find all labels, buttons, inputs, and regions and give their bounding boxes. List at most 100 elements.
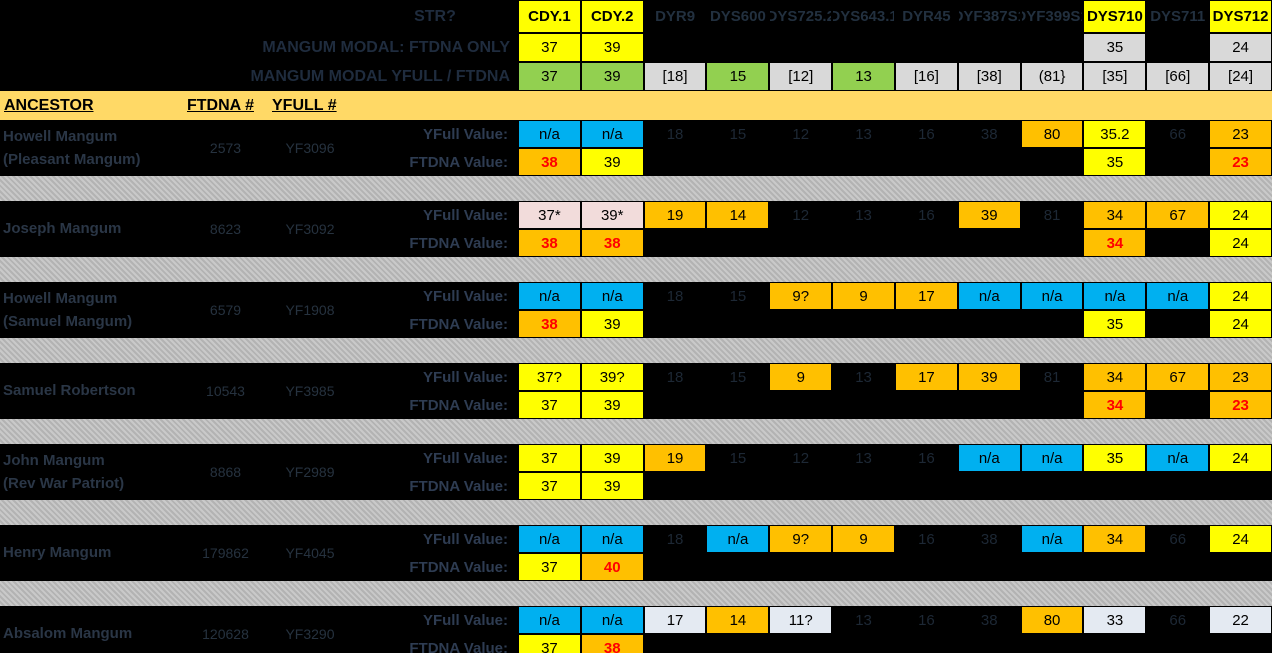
yfull-value-cell[interactable]: n/a xyxy=(1020,282,1084,310)
column-header-cell[interactable]: DYF387S1 xyxy=(959,8,1020,25)
ftdna-value-cell[interactable] xyxy=(958,229,1021,257)
ftdna-value-cell[interactable] xyxy=(769,553,832,581)
ftdna-value-cell[interactable] xyxy=(895,634,958,653)
ancestor-name-cell[interactable]: Howell Mangum (Samuel Mangum) xyxy=(0,282,183,338)
yfull-value-cell[interactable]: n/a xyxy=(957,282,1021,310)
modal-ftdna-cell[interactable] xyxy=(895,33,958,62)
yfull-value-cell[interactable]: 13 xyxy=(855,449,872,467)
ftdna-value-cell[interactable] xyxy=(706,391,769,419)
yfull-value-cell[interactable]: 17 xyxy=(894,363,958,391)
yfull-value-cell[interactable]: 35 xyxy=(1083,444,1147,472)
ftdna-value-cell[interactable] xyxy=(1209,634,1272,653)
yfull-value-cell[interactable]: n/a xyxy=(1083,282,1147,310)
ftdna-value-cell[interactable]: 23 xyxy=(1209,148,1272,176)
yfull-value-cell[interactable]: 12 xyxy=(792,206,810,224)
yfull-value-cell[interactable]: 15 xyxy=(729,449,747,467)
ftdna-value-cell[interactable] xyxy=(832,553,895,581)
ftdna-value-cell[interactable] xyxy=(1021,148,1084,176)
yfull-value-cell[interactable]: 23 xyxy=(1209,363,1272,391)
ftdna-value-cell[interactable]: 40 xyxy=(580,553,644,581)
yfull-value-cell[interactable]: n/a xyxy=(1146,282,1210,310)
yfull-value-cell[interactable]: 33 xyxy=(1083,606,1147,634)
ftdna-value-cell[interactable]: 38 xyxy=(580,634,644,653)
ftdna-value-cell[interactable] xyxy=(1146,553,1209,581)
ftdna-value-cell[interactable] xyxy=(706,229,769,257)
ftdna-kit-number[interactable]: 120628 xyxy=(202,626,249,642)
modal-combined-cell[interactable]: [16] xyxy=(894,62,958,91)
ftdna-value-cell[interactable] xyxy=(769,229,832,257)
modal-ftdna-cell[interactable] xyxy=(1021,33,1084,62)
ftdna-value-cell[interactable] xyxy=(1083,634,1146,653)
ftdna-kit-number[interactable]: 179862 xyxy=(202,545,249,561)
ftdna-kit-number[interactable]: 8623 xyxy=(209,221,242,237)
ftdna-value-cell[interactable]: 24 xyxy=(1209,229,1272,257)
ftdna-value-cell[interactable] xyxy=(644,310,707,338)
yfull-value-cell[interactable]: n/a xyxy=(1020,444,1084,472)
column-header-cell[interactable]: CDY.2 xyxy=(580,0,644,33)
modal-combined-cell[interactable]: [66] xyxy=(1146,62,1210,91)
column-header-cell[interactable]: DYS710 xyxy=(1083,0,1147,33)
yfull-id-number[interactable]: YF4045 xyxy=(285,545,335,561)
yfull-value-cell[interactable]: 15 xyxy=(729,368,747,386)
yfull-value-cell[interactable]: 23 xyxy=(1209,120,1272,148)
ancestor-name-cell[interactable]: Joseph Mangum xyxy=(0,201,183,257)
column-header-cell[interactable]: DYS712 xyxy=(1209,0,1272,33)
yfull-value-cell[interactable]: 9 xyxy=(769,363,833,391)
yfull-value-cell[interactable]: 19 xyxy=(643,444,707,472)
ftdna-value-cell[interactable] xyxy=(958,310,1021,338)
ftdna-value-cell[interactable]: 38 xyxy=(518,229,581,257)
yfull-value-cell[interactable]: 9 xyxy=(832,282,895,310)
column-header-cell[interactable]: DYS600 xyxy=(709,8,766,25)
ftdna-kit-number[interactable]: 6579 xyxy=(209,302,242,318)
yfull-id-number[interactable]: YF3096 xyxy=(285,140,335,156)
ftdna-value-cell[interactable]: 34 xyxy=(1083,391,1147,419)
yfull-value-cell[interactable]: n/a xyxy=(518,282,581,310)
ftdna-value-cell[interactable] xyxy=(832,229,895,257)
yfull-value-cell[interactable]: n/a xyxy=(580,606,644,634)
yfull-value-cell[interactable]: 38 xyxy=(980,125,998,143)
ftdna-value-cell[interactable]: 35 xyxy=(1083,148,1147,176)
modal-combined-cell[interactable]: [18] xyxy=(643,62,707,91)
modal-ftdna-cell[interactable] xyxy=(644,33,707,62)
yfull-value-cell[interactable]: 13 xyxy=(855,611,872,629)
column-header-cell[interactable]: DYF399S1 xyxy=(1022,8,1083,25)
ftdna-value-cell[interactable] xyxy=(769,391,832,419)
yfull-id-number[interactable]: YF2989 xyxy=(285,464,335,480)
yfull-value-cell[interactable]: 24 xyxy=(1209,201,1272,229)
modal-ftdna-cell[interactable]: 37 xyxy=(518,33,581,62)
ftdna-kit-number[interactable]: 10543 xyxy=(206,383,245,399)
ftdna-value-cell[interactable] xyxy=(644,553,707,581)
yfull-value-cell[interactable]: n/a xyxy=(1146,444,1210,472)
yfull-value-cell[interactable]: 39? xyxy=(580,363,644,391)
modal-combined-cell[interactable]: [12] xyxy=(769,62,833,91)
yfull-value-cell[interactable]: 22 xyxy=(1209,606,1272,634)
ftdna-value-cell[interactable] xyxy=(958,553,1021,581)
yfull-value-cell[interactable]: 39 xyxy=(580,444,644,472)
yfull-value-cell[interactable]: 17 xyxy=(894,282,958,310)
ftdna-value-cell[interactable]: 39 xyxy=(580,391,644,419)
yfull-value-cell[interactable]: 9? xyxy=(769,282,833,310)
ftdna-value-cell[interactable] xyxy=(644,391,707,419)
ftdna-value-cell[interactable]: 34 xyxy=(1083,229,1147,257)
yfull-value-cell[interactable]: 67 xyxy=(1146,201,1210,229)
ftdna-value-cell[interactable] xyxy=(769,472,832,500)
modal-ftdna-cell[interactable]: 35 xyxy=(1083,33,1147,62)
yfull-value-cell[interactable]: 11? xyxy=(769,606,833,634)
modal-combined-cell[interactable]: [35] xyxy=(1083,62,1147,91)
modal-ftdna-cell[interactable] xyxy=(958,33,1021,62)
modal-ftdna-cell[interactable] xyxy=(1146,33,1209,62)
ftdna-value-cell[interactable] xyxy=(1021,634,1084,653)
yfull-value-cell[interactable]: 66 xyxy=(1169,611,1187,629)
ftdna-value-cell[interactable] xyxy=(832,634,895,653)
yfull-value-cell[interactable]: 66 xyxy=(1169,530,1187,548)
yfull-value-cell[interactable]: 34 xyxy=(1083,201,1147,229)
yfull-value-cell[interactable]: 38 xyxy=(980,530,998,548)
yfull-value-cell[interactable]: n/a xyxy=(1020,525,1084,553)
ancestor-name-cell[interactable]: John Mangum (Rev War Patriot) xyxy=(0,444,183,500)
ftdna-value-cell[interactable] xyxy=(1083,553,1146,581)
ftdna-value-cell[interactable] xyxy=(706,310,769,338)
yfull-id-number[interactable]: YF3092 xyxy=(285,221,335,237)
yfull-value-cell[interactable]: 37* xyxy=(518,201,581,229)
ftdna-value-cell[interactable] xyxy=(1209,472,1272,500)
ftdna-value-cell[interactable] xyxy=(1021,229,1084,257)
